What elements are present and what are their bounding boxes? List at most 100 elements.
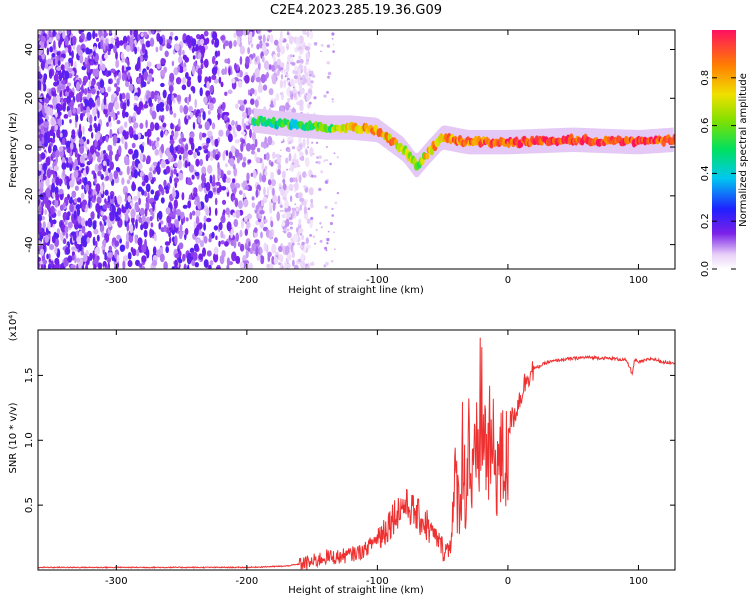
noise-speckle: [43, 195, 49, 204]
noise-speckle: [251, 202, 256, 208]
noise-speckle: [51, 151, 57, 159]
noise-speckle: [286, 46, 289, 49]
noise-speckle: [97, 213, 100, 219]
noise-speckle: [40, 264, 44, 269]
noise-speckle: [203, 236, 208, 244]
noise-speckle: [280, 45, 286, 55]
noise-speckle: [185, 217, 189, 222]
noise-speckle: [305, 32, 308, 35]
noise-speckle: [53, 97, 58, 106]
noise-speckle: [84, 98, 88, 108]
noise-speckle: [187, 264, 190, 269]
noise-speckle: [126, 179, 131, 185]
noise-speckle: [312, 263, 315, 266]
noise-speckle: [143, 229, 148, 238]
noise-speckle: [149, 139, 152, 147]
noise-speckle: [237, 200, 243, 209]
noise-speckle: [120, 52, 125, 60]
noise-speckle: [189, 194, 192, 200]
noise-speckle: [146, 76, 150, 82]
noise-speckle: [217, 106, 221, 115]
noise-speckle: [93, 228, 99, 235]
noise-speckle: [224, 163, 229, 168]
noise-speckle: [107, 144, 113, 152]
noise-speckle: [292, 162, 295, 165]
noise-speckle: [96, 90, 100, 96]
noise-speckle: [62, 30, 66, 39]
noise-speckle: [95, 183, 101, 193]
noise-speckle: [38, 180, 41, 190]
noise-speckle: [118, 145, 122, 155]
noise-speckle: [38, 119, 42, 124]
noise-speckle: [213, 225, 219, 231]
noise-speckle: [131, 142, 136, 149]
noise-speckle: [207, 95, 212, 100]
noise-speckle: [69, 119, 72, 124]
noise-speckle: [104, 170, 109, 176]
noise-speckle: [227, 133, 233, 143]
noise-speckle: [79, 154, 85, 164]
noise-speckle: [239, 229, 243, 238]
noise-speckle: [141, 255, 147, 263]
noise-speckle: [279, 79, 284, 89]
noise-speckle: [197, 52, 202, 59]
noise-speckle: [126, 165, 130, 176]
noise-speckle: [305, 149, 308, 156]
noise-speckle: [241, 131, 246, 136]
noise-speckle: [292, 159, 298, 169]
noise-speckle: [315, 228, 318, 232]
noise-speckle: [251, 243, 257, 252]
noise-speckle: [116, 86, 121, 93]
noise-speckle: [233, 239, 237, 249]
noise-speckle: [118, 71, 122, 81]
noise-speckle: [105, 135, 109, 143]
noise-speckle: [206, 137, 211, 144]
noise-speckle: [313, 96, 317, 100]
noise-speckle: [218, 76, 222, 84]
noise-speckle: [85, 165, 89, 175]
noise-speckle: [245, 142, 252, 152]
noise-speckle: [66, 160, 69, 167]
noise-speckle: [289, 195, 293, 202]
noise-speckle: [194, 227, 199, 237]
noise-speckle: [66, 175, 69, 186]
noise-speckle: [255, 189, 259, 198]
noise-speckle: [166, 215, 172, 224]
noise-speckle: [199, 87, 203, 97]
noise-speckle: [89, 114, 93, 125]
noise-speckle: [331, 32, 335, 36]
noise-speckle: [286, 253, 292, 261]
noise-speckle: [247, 89, 251, 96]
noise-speckle: [193, 251, 198, 261]
noise-speckle: [304, 157, 310, 167]
noise-speckle: [184, 228, 189, 236]
noise-speckle: [102, 135, 106, 142]
noise-speckle: [58, 72, 63, 82]
noise-speckle: [49, 107, 54, 117]
signal-cell: [672, 133, 675, 142]
noise-speckle: [149, 216, 153, 222]
noise-speckle: [197, 116, 201, 124]
noise-speckle: [290, 78, 295, 87]
x-tick-label: 0: [505, 576, 511, 587]
noise-speckle: [110, 93, 115, 104]
noise-speckle: [231, 195, 236, 201]
noise-speckle: [40, 174, 43, 181]
noise-speckle: [306, 92, 312, 100]
noise-speckle: [277, 169, 281, 176]
noise-speckle: [53, 232, 57, 237]
noise-speckle: [156, 137, 160, 142]
noise-speckle: [248, 241, 251, 247]
noise-speckle: [71, 190, 77, 198]
noise-speckle: [293, 92, 297, 98]
noise-speckle: [217, 112, 220, 121]
noise-speckle: [139, 152, 144, 162]
noise-speckle: [291, 250, 295, 259]
noise-speckle: [298, 64, 304, 70]
noise-speckle: [287, 54, 291, 64]
noise-speckle: [187, 76, 192, 81]
noise-speckle: [199, 38, 205, 46]
noise-speckle: [108, 172, 113, 182]
noise-speckle: [195, 216, 200, 225]
noise-speckle: [241, 117, 245, 128]
